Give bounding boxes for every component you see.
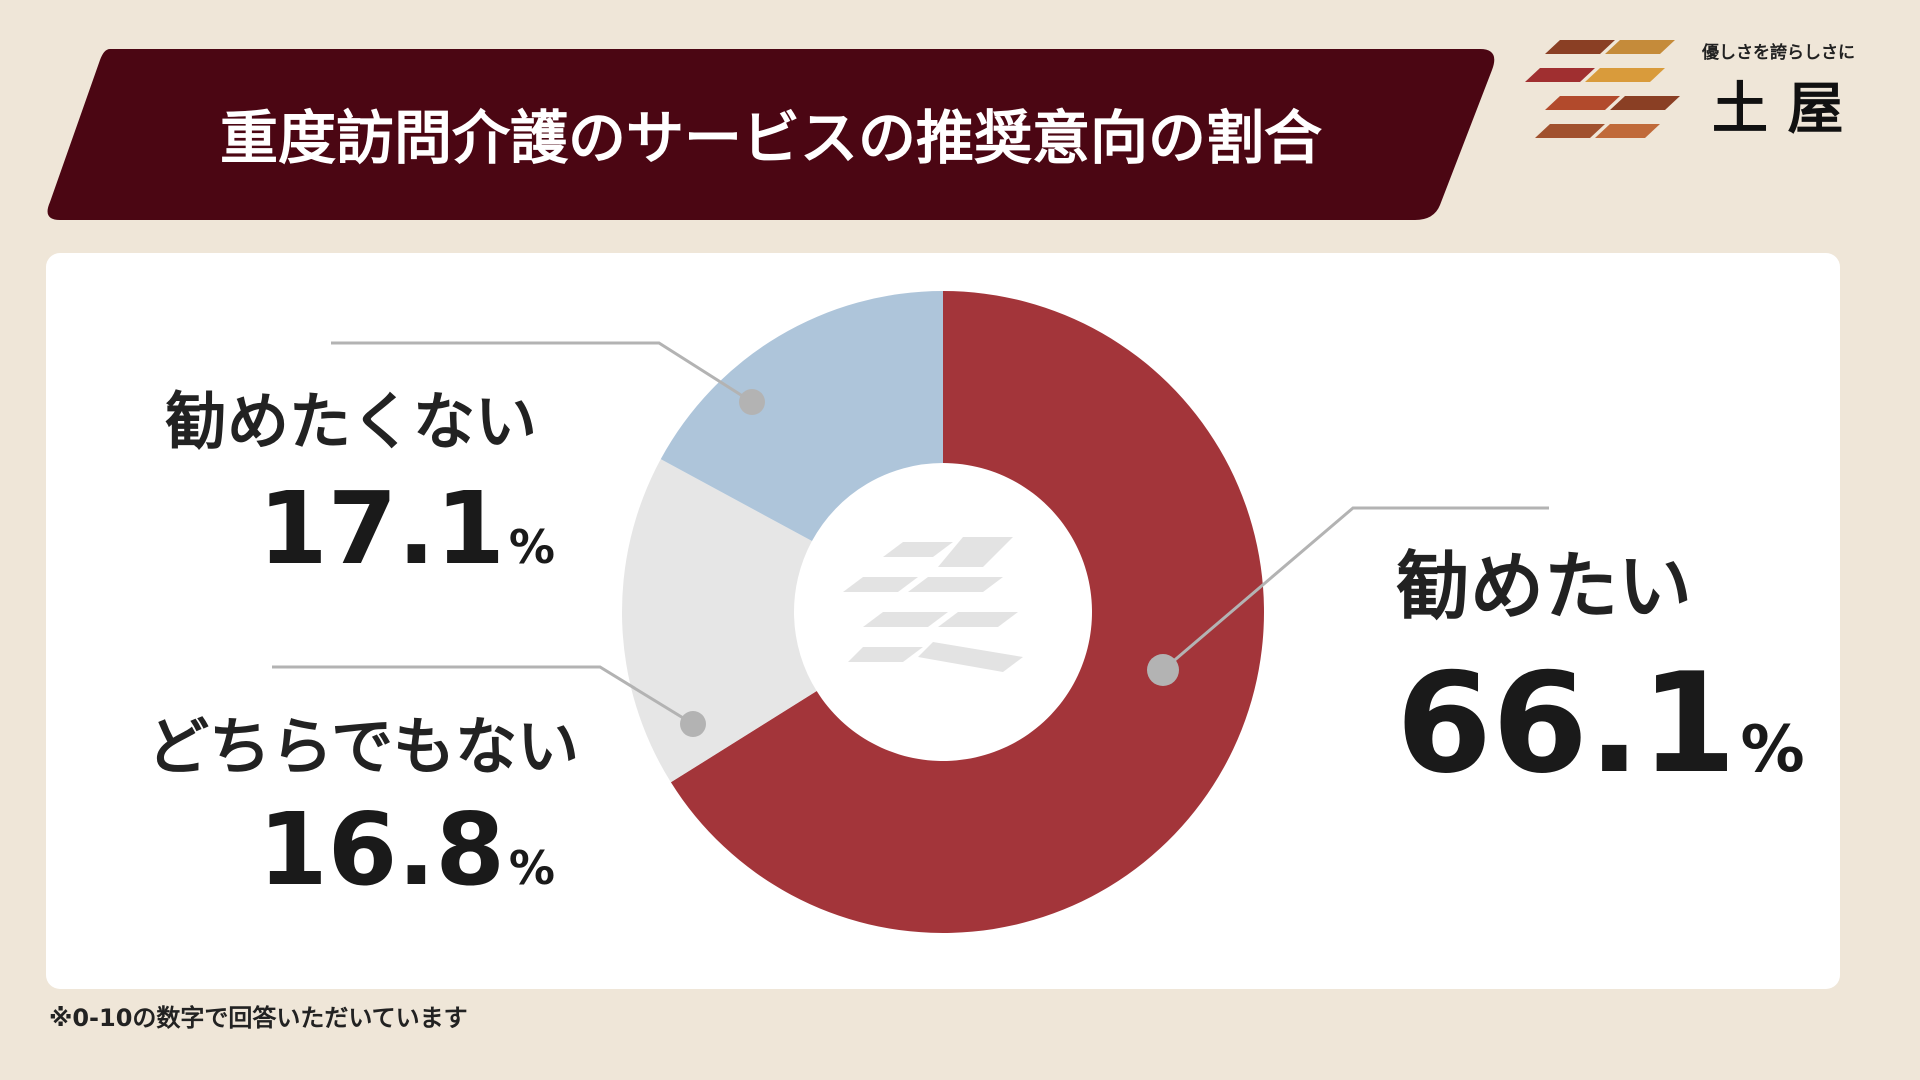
brand-tagline: 優しさを誇らしさに <box>1701 42 1855 63</box>
center-logo <box>843 537 1023 672</box>
value-unit: % <box>509 841 555 895</box>
donut <box>622 291 1264 934</box>
brand-logo: 優しさを誇らしさに 土 屋 <box>1525 40 1855 142</box>
leader-dot <box>739 389 765 415</box>
value-unit: % <box>509 520 555 574</box>
value-label: 16.8% <box>258 791 555 908</box>
leader-dot <box>1147 654 1179 686</box>
leader-line <box>331 341 753 404</box>
title-banner <box>47 49 1495 220</box>
value-number: 66.1 <box>1396 643 1737 804</box>
leader-line <box>1162 506 1549 672</box>
value-label: 66.1% <box>1396 643 1805 804</box>
footnote: ※0-10の数字で回答いただいています <box>49 1004 468 1032</box>
donut-slice <box>670 291 1264 934</box>
category-label: 勧めたい <box>1396 544 1692 630</box>
leader-dot <box>680 711 706 737</box>
chart-title: 重度訪問介護のサービスの推奨意向の割合 <box>220 104 1322 172</box>
value-label: 17.1% <box>258 470 555 587</box>
value-number: 16.8 <box>258 791 505 908</box>
leader-line <box>272 665 694 726</box>
value-unit: % <box>1741 713 1805 787</box>
chart-card <box>46 253 1840 989</box>
category-label: どちらでもない <box>147 710 579 783</box>
donut-slice <box>660 291 943 542</box>
category-label: 勧めたくない <box>165 385 537 458</box>
value-number: 17.1 <box>258 470 505 587</box>
brand-name: 土 屋 <box>1712 77 1844 142</box>
donut-slice <box>622 459 817 783</box>
